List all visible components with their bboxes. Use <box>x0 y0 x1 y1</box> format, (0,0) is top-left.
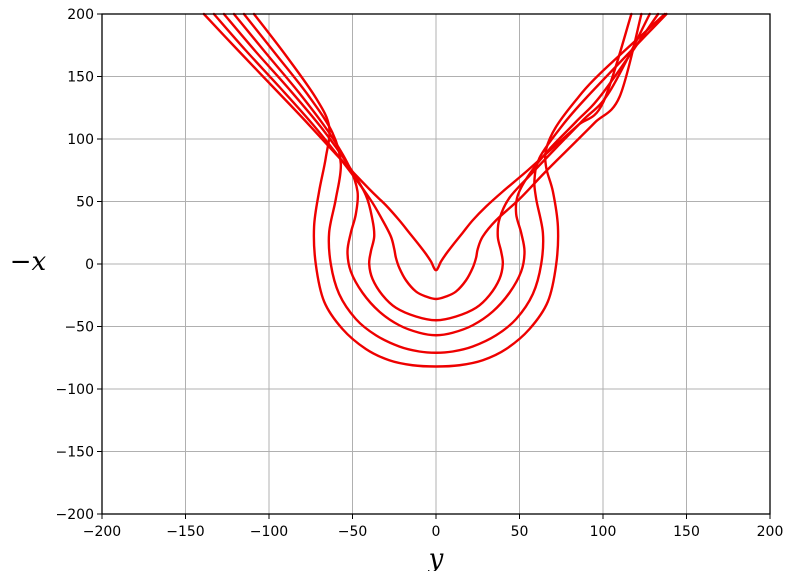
x-axis-label: y <box>428 544 444 571</box>
grid <box>101 13 771 515</box>
series-line-1 <box>202 12 633 272</box>
y-tick-label: 150 <box>67 70 94 86</box>
y-tick-label: 50 <box>76 195 94 211</box>
series-line-4 <box>232 12 660 337</box>
x-tick-label: −200 <box>83 524 121 540</box>
series-line-5 <box>242 12 668 354</box>
x-tick-label: −150 <box>166 524 204 540</box>
series-line-3 <box>222 12 651 322</box>
y-tick-label: 200 <box>67 7 94 23</box>
x-tick-label: 0 <box>432 524 441 540</box>
x-tick-label: 150 <box>673 524 700 540</box>
y-tick-labels: −200 −150 −100 −50 0 50 100 150 200 <box>56 7 94 523</box>
x-tick-label: −100 <box>250 524 288 540</box>
series-line-6 <box>252 12 666 368</box>
y-tick-label: 100 <box>67 132 94 148</box>
y-axis-label: −x <box>10 247 47 277</box>
y-tick-label: −150 <box>56 445 94 461</box>
y-tick-label: 0 <box>85 257 94 273</box>
x-tick-label: 100 <box>590 524 617 540</box>
y-tick-label: −50 <box>64 320 94 336</box>
x-tick-labels: −200 −150 −100 −50 0 50 100 150 200 <box>83 524 784 540</box>
y-tick-label: −200 <box>56 507 94 523</box>
y-tick-label: −100 <box>56 382 94 398</box>
x-tick-label: 200 <box>757 524 784 540</box>
x-tick-label: −50 <box>338 524 368 540</box>
ticks <box>97 13 771 519</box>
x-tick-label: 50 <box>511 524 529 540</box>
series-group <box>202 12 668 368</box>
